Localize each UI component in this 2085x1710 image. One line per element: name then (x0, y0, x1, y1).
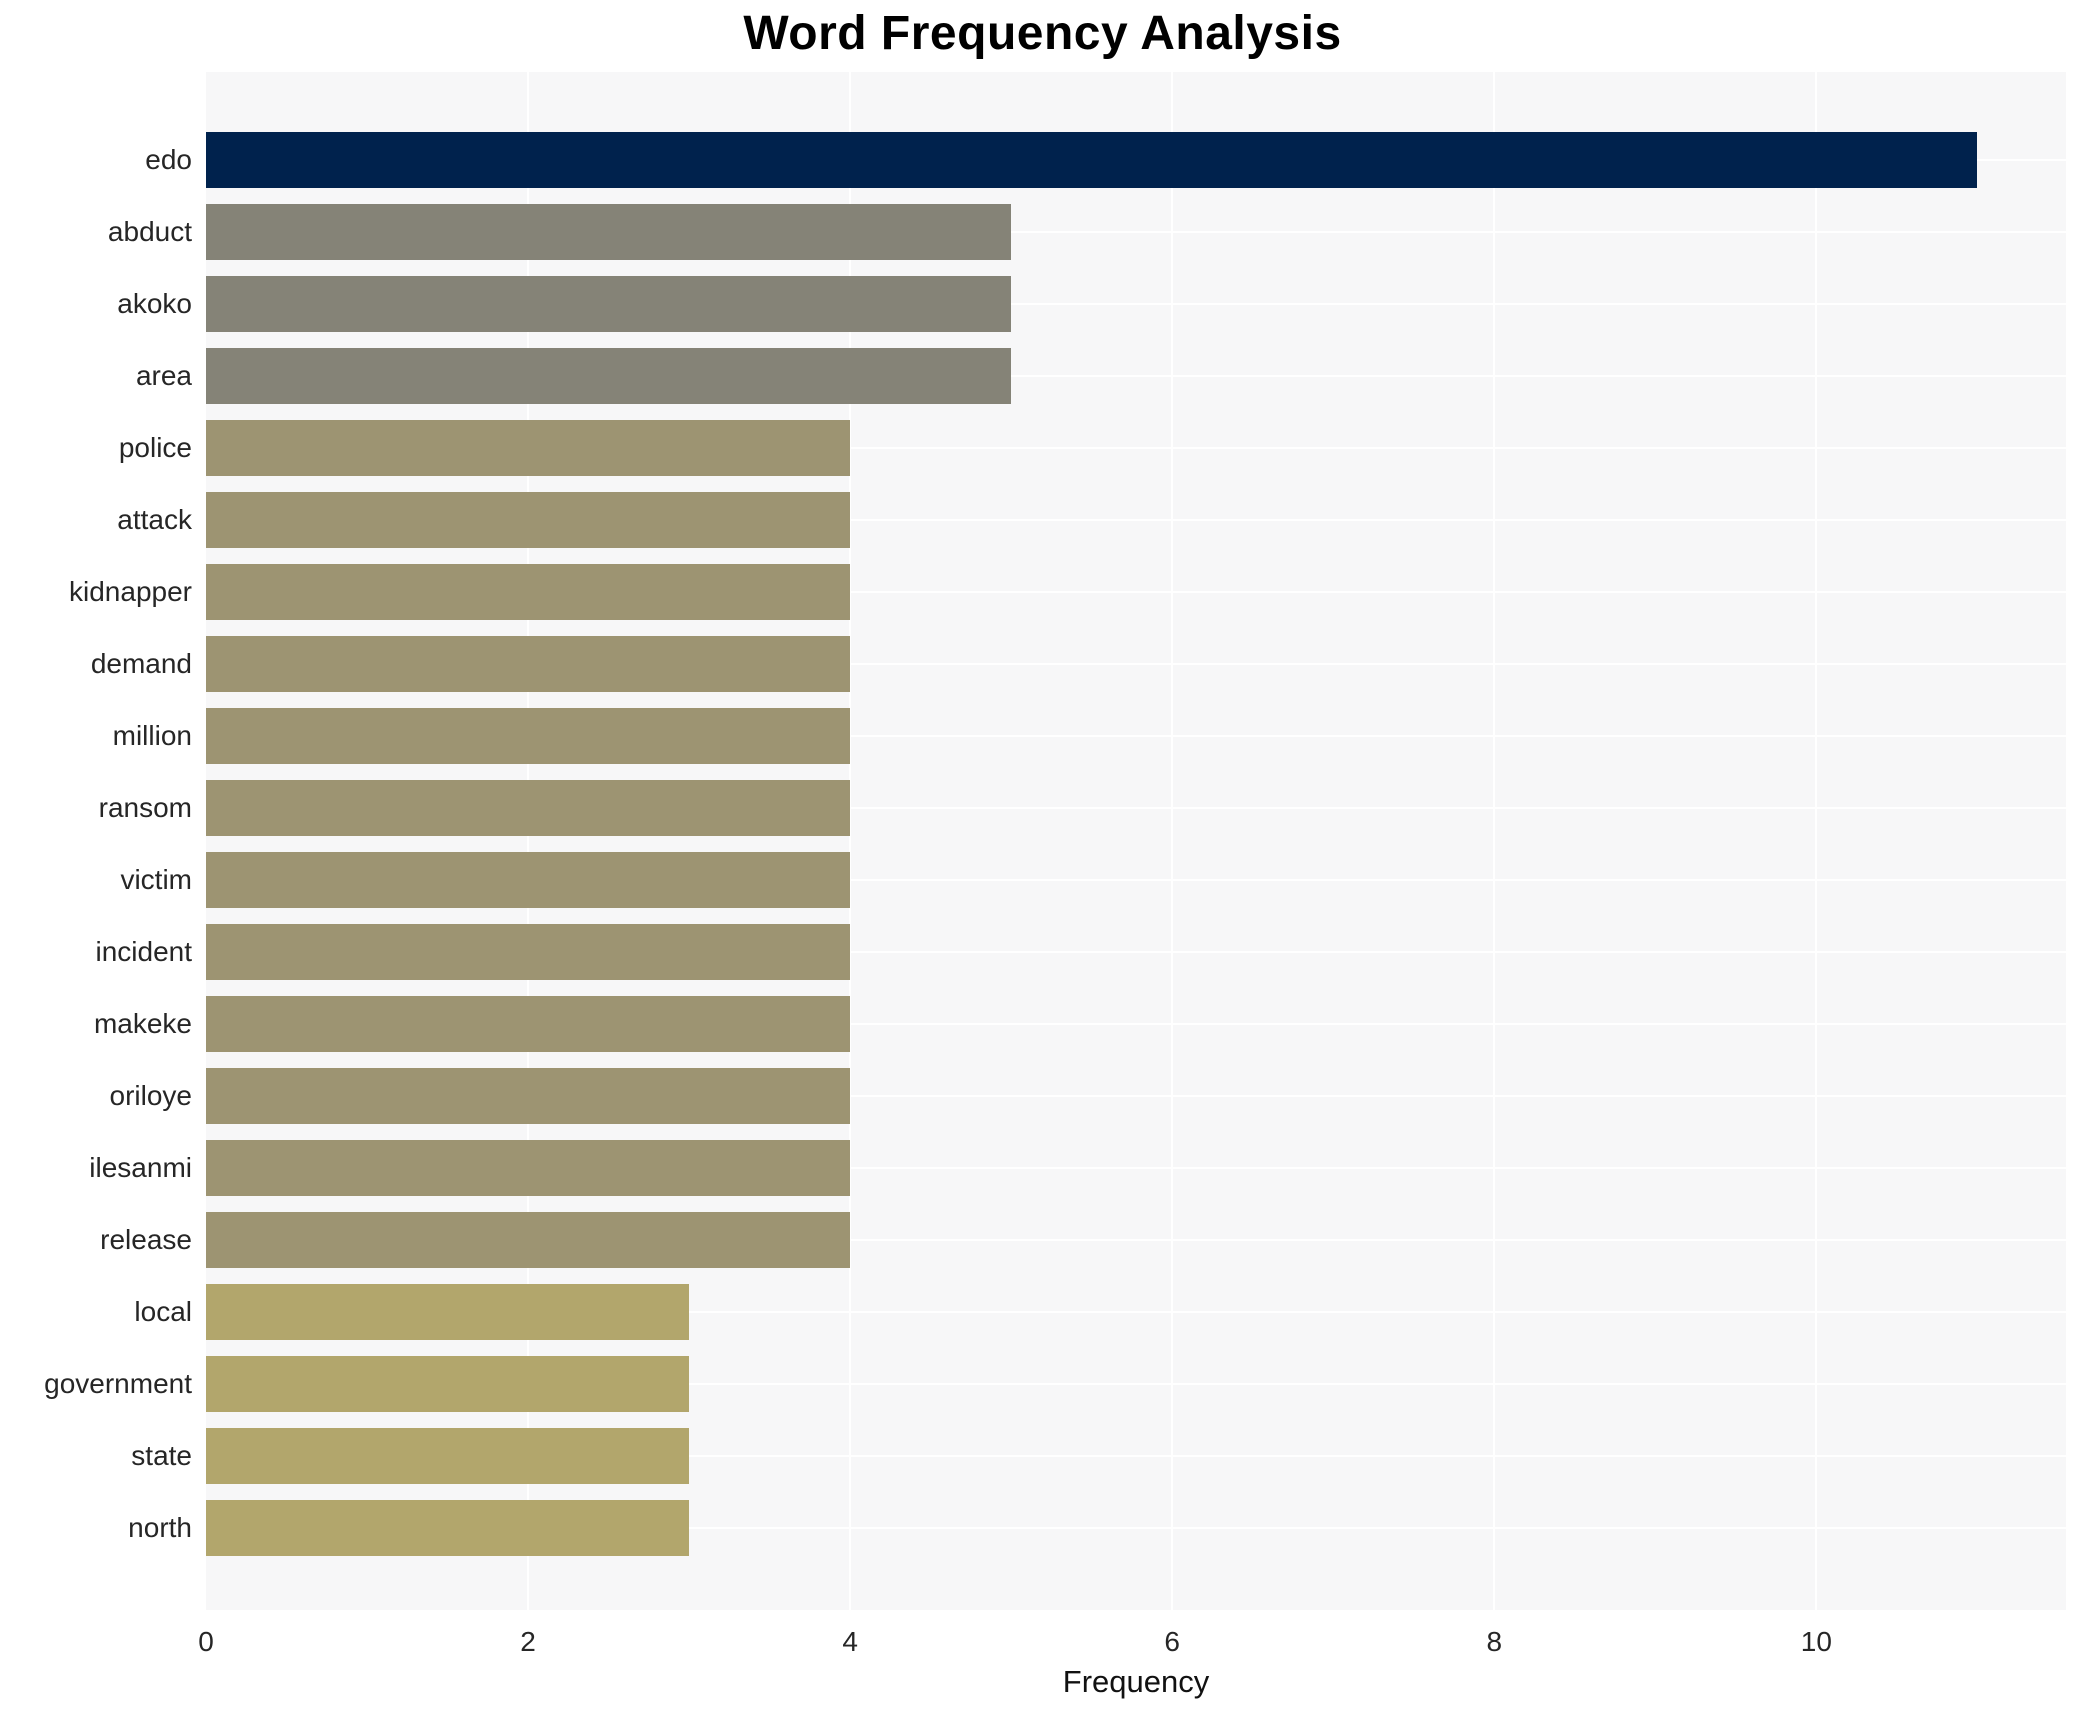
bar (206, 1284, 690, 1340)
bar (206, 1428, 690, 1484)
bar-track (206, 412, 2066, 484)
x-axis-label: Frequency (1062, 1664, 1210, 1699)
x-axis-ticks: 0 2 4 6 8 10 (198, 1624, 2066, 1660)
bar-track (206, 1132, 2066, 1204)
bar (206, 492, 851, 548)
bar (206, 1068, 851, 1124)
vertical-gridline (1815, 72, 1818, 1610)
bar-row: north (0, 1492, 2066, 1564)
bar-row: release (0, 1204, 2066, 1276)
bar (206, 780, 851, 836)
category-label: attack (117, 504, 192, 535)
bar-track (206, 340, 2066, 412)
x-tick-label: 2 (520, 1626, 536, 1657)
bar (206, 420, 851, 476)
chart-title: Word Frequency Analysis (743, 7, 1342, 60)
rows-layer: edo abduct akoko area police attack kidnapper d… (0, 72, 2066, 1610)
vertical-gridline (1171, 72, 1174, 1610)
bar-row: abduct (0, 196, 2066, 268)
bar-track (206, 1420, 2066, 1492)
x-tick-label: 6 (1164, 1626, 1181, 1657)
bar-track (206, 1492, 2066, 1564)
bar (206, 996, 851, 1052)
vertical-gridline (849, 72, 852, 1610)
bar-track (206, 772, 2066, 844)
category-label: police (118, 432, 192, 463)
category-label: government (44, 1368, 192, 1399)
bar-track (206, 484, 2066, 556)
bar (206, 1212, 851, 1268)
category-label: local (134, 1296, 192, 1327)
bar (206, 204, 1012, 260)
bar-row: incident (0, 916, 2066, 988)
bar-row: million (0, 700, 2066, 772)
category-label: incident (95, 936, 192, 967)
bar-row: kidnapper (0, 556, 2066, 628)
category-label: ransom (98, 792, 192, 823)
x-tick-label: 4 (842, 1626, 858, 1657)
bar-track (206, 196, 2066, 268)
category-label: million (112, 720, 192, 751)
bar-row: makeke (0, 988, 2066, 1060)
bar-track (206, 268, 2066, 340)
bar-row: victim (0, 844, 2066, 916)
bar (206, 276, 1012, 332)
bar-track (206, 1204, 2066, 1276)
category-label: north (128, 1512, 192, 1543)
category-label: edo (145, 144, 192, 175)
bar-track (206, 916, 2066, 988)
bar-track (206, 1348, 2066, 1420)
bar-row: oriloye (0, 1060, 2066, 1132)
bar-track (206, 628, 2066, 700)
bar (206, 924, 851, 980)
category-label: victim (120, 864, 192, 895)
bar-track (206, 124, 2066, 196)
bar-row: edo (0, 124, 2066, 196)
bar-track (206, 700, 2066, 772)
bar-row: akoko (0, 268, 2066, 340)
bar-row: area (0, 340, 2066, 412)
bar (206, 132, 1978, 188)
bar-row: police (0, 412, 2066, 484)
bar-track (206, 844, 2066, 916)
category-label: release (100, 1224, 192, 1255)
bar-row: state (0, 1420, 2066, 1492)
bar (206, 348, 1012, 404)
bar-row: local (0, 1276, 2066, 1348)
vertical-gridline (527, 72, 530, 1610)
bar-track (206, 556, 2066, 628)
bar-row: ransom (0, 772, 2066, 844)
category-label: demand (90, 648, 192, 679)
category-label: oriloye (109, 1080, 192, 1111)
bar-row: attack (0, 484, 2066, 556)
bar (206, 636, 851, 692)
bar (206, 1356, 690, 1412)
bar-track (206, 1060, 2066, 1132)
category-label: kidnapper (69, 576, 192, 607)
bar (206, 1500, 690, 1556)
bar-row: government (0, 1348, 2066, 1420)
bar-row: demand (0, 628, 2066, 700)
bar (206, 564, 851, 620)
x-tick-label: 10 (1800, 1626, 1832, 1657)
category-label: state (131, 1440, 192, 1471)
bar (206, 852, 851, 908)
bar-track (206, 988, 2066, 1060)
category-label: abduct (107, 216, 192, 247)
vertical-gridline (1493, 72, 1496, 1610)
bar-row: ilesanmi (0, 1132, 2066, 1204)
category-label: area (135, 360, 192, 391)
bar (206, 1140, 851, 1196)
x-tick-label: 0 (198, 1626, 214, 1657)
category-label: ilesanmi (89, 1152, 192, 1183)
bar (206, 708, 851, 764)
bar-track (206, 1276, 2066, 1348)
category-label: akoko (117, 288, 192, 319)
category-label: makeke (93, 1008, 192, 1039)
x-tick-label: 8 (1486, 1626, 1503, 1657)
